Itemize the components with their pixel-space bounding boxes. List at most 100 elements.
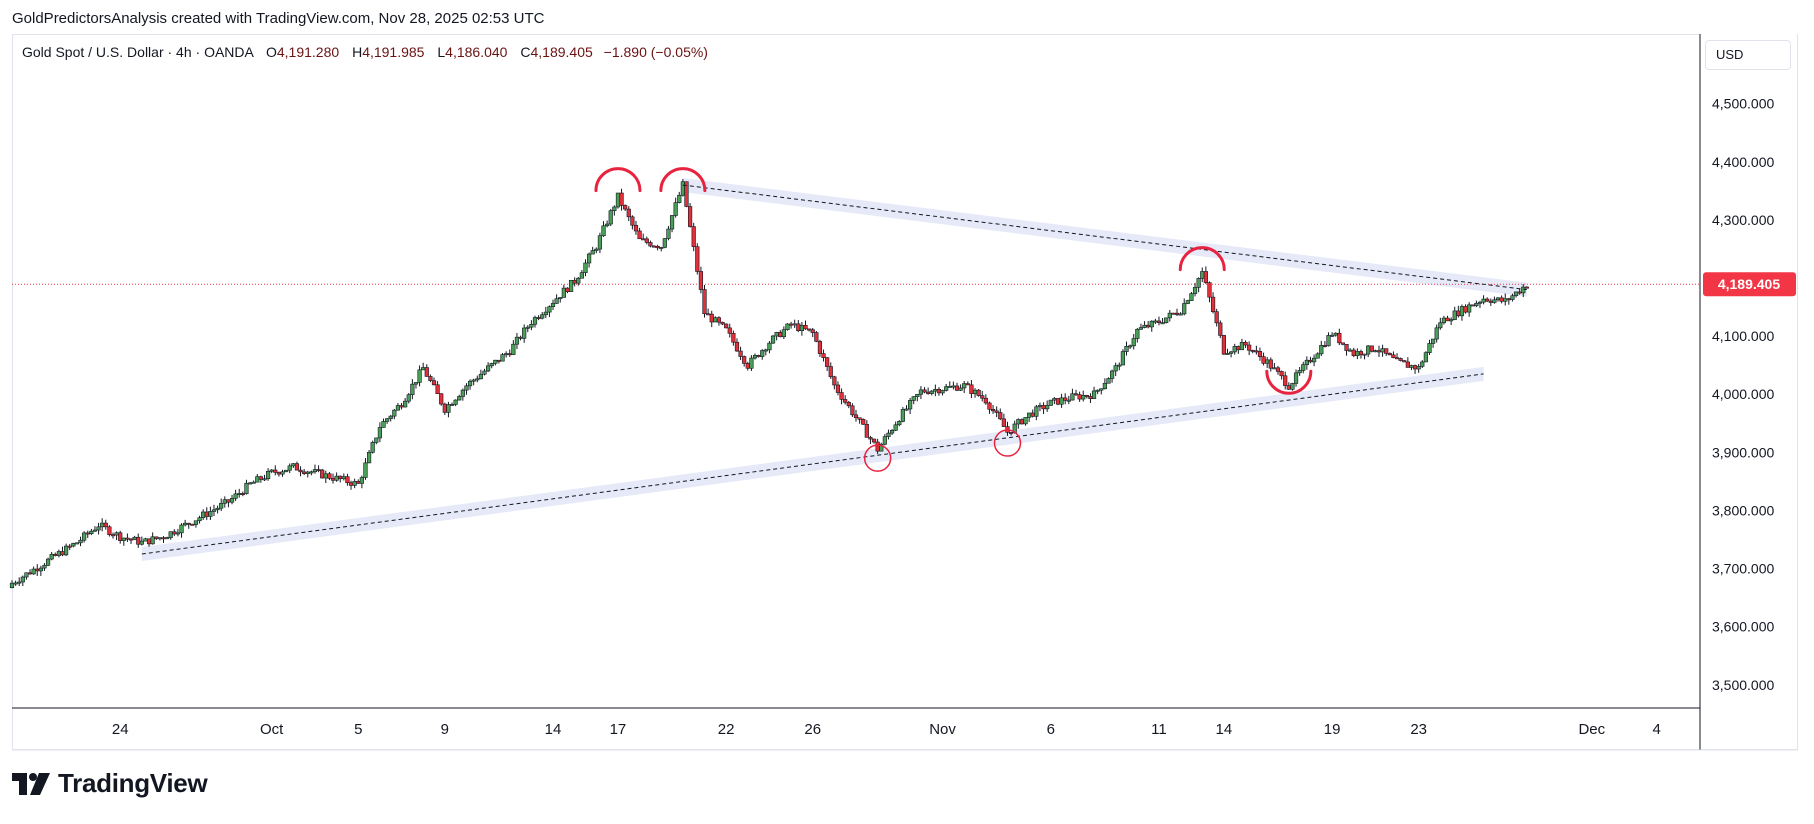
candle — [359, 475, 364, 489]
candlestick-chart[interactable]: 3,500.000 3,600.000 3,700.000 3,800.000 3,90… — [0, 0, 1814, 760]
candle — [561, 284, 566, 298]
candle-body — [1218, 322, 1223, 336]
candle-body — [1034, 406, 1039, 417]
candle-body — [1059, 397, 1064, 405]
candle — [417, 365, 422, 387]
candle-body — [219, 502, 224, 509]
candle-body — [760, 350, 765, 357]
candle-body — [1351, 349, 1356, 356]
candle — [745, 361, 750, 371]
bottom-arc-0[interactable] — [1265, 369, 1313, 395]
candle-body — [1117, 364, 1122, 367]
candle-body — [641, 238, 646, 241]
candle — [132, 535, 137, 541]
candle — [1326, 332, 1331, 347]
tradingview-logo[interactable]: TradingView — [12, 768, 208, 799]
y-tick-label: 3,900.000 — [1712, 444, 1774, 460]
candle-body — [850, 405, 855, 416]
candle — [1261, 352, 1266, 366]
candle-body — [1485, 298, 1490, 302]
candle — [572, 277, 577, 287]
candle-body — [345, 476, 350, 484]
candle — [518, 335, 523, 341]
candle-body — [807, 328, 812, 331]
candle-body — [868, 437, 873, 440]
candle-body — [399, 405, 404, 408]
candle-body — [1304, 359, 1309, 365]
candle-body — [716, 317, 722, 323]
trendline-1[interactable] — [141, 373, 1484, 555]
top-arc-1[interactable] — [659, 167, 707, 193]
candle — [749, 355, 754, 371]
candle — [944, 383, 949, 392]
candle — [1091, 386, 1097, 400]
candle — [1351, 347, 1356, 358]
candle — [864, 420, 869, 438]
candle-body — [388, 415, 393, 420]
candle-body — [417, 369, 422, 383]
candle — [926, 387, 931, 395]
candle-body — [96, 526, 101, 531]
candle — [193, 520, 199, 528]
candle-body — [1517, 291, 1522, 294]
candle-body — [626, 208, 631, 218]
candle-body — [695, 246, 700, 272]
last-price-label-bg — [1703, 272, 1796, 297]
candle — [608, 208, 613, 227]
currency-button[interactable]: USD — [1705, 40, 1791, 70]
candle — [190, 523, 195, 526]
candle-body — [511, 343, 516, 355]
candle-body — [1153, 320, 1158, 323]
candle — [558, 297, 563, 303]
candle — [583, 259, 588, 277]
symbol-legend[interactable]: Gold Spot / U.S. Dollar · 4h · OANDA O4,… — [22, 44, 708, 60]
candle-body — [150, 536, 155, 545]
candle — [464, 383, 469, 395]
candle-body — [20, 576, 25, 583]
candle-body — [1286, 385, 1291, 390]
candle — [1286, 382, 1291, 390]
candle-body — [684, 181, 689, 207]
candle — [309, 470, 314, 476]
candle-body — [522, 327, 527, 339]
trendline-0[interactable] — [682, 184, 1527, 291]
candle — [1485, 297, 1490, 303]
candle — [947, 381, 952, 388]
candle — [1304, 356, 1309, 370]
candle-body — [713, 317, 718, 323]
low-circle-0[interactable] — [863, 444, 892, 472]
candle-body — [1113, 365, 1118, 372]
candle-body — [1337, 332, 1342, 344]
candle — [655, 244, 660, 251]
candle-body — [327, 473, 332, 479]
candle-body — [915, 393, 920, 397]
candle — [853, 409, 859, 422]
candle-body — [1301, 364, 1306, 371]
candle — [825, 356, 830, 372]
candle-body — [990, 408, 996, 412]
candle-body — [496, 359, 502, 362]
candle — [74, 542, 80, 545]
candle-body — [1322, 345, 1327, 347]
candle-body — [143, 538, 148, 542]
candle-body — [35, 568, 40, 572]
top-arc-0[interactable] — [594, 167, 642, 193]
candle — [770, 334, 776, 344]
candle — [626, 206, 631, 222]
candle — [915, 393, 920, 402]
candle-body — [1308, 359, 1313, 363]
top-arc-2[interactable] — [1178, 246, 1226, 272]
candle — [1117, 362, 1122, 371]
candle — [302, 469, 307, 476]
candle-body — [1492, 299, 1497, 303]
candle-body — [1247, 344, 1252, 351]
candle-body — [229, 498, 235, 503]
candle-body — [1146, 324, 1151, 328]
low-circle-1[interactable] — [993, 429, 1022, 457]
candle-body — [1521, 286, 1526, 294]
x-tick-label: 19 — [1324, 721, 1341, 738]
x-tick-label: 6 — [1047, 721, 1055, 738]
candle-body — [92, 529, 98, 532]
candle — [1315, 352, 1320, 359]
candle — [871, 438, 877, 444]
